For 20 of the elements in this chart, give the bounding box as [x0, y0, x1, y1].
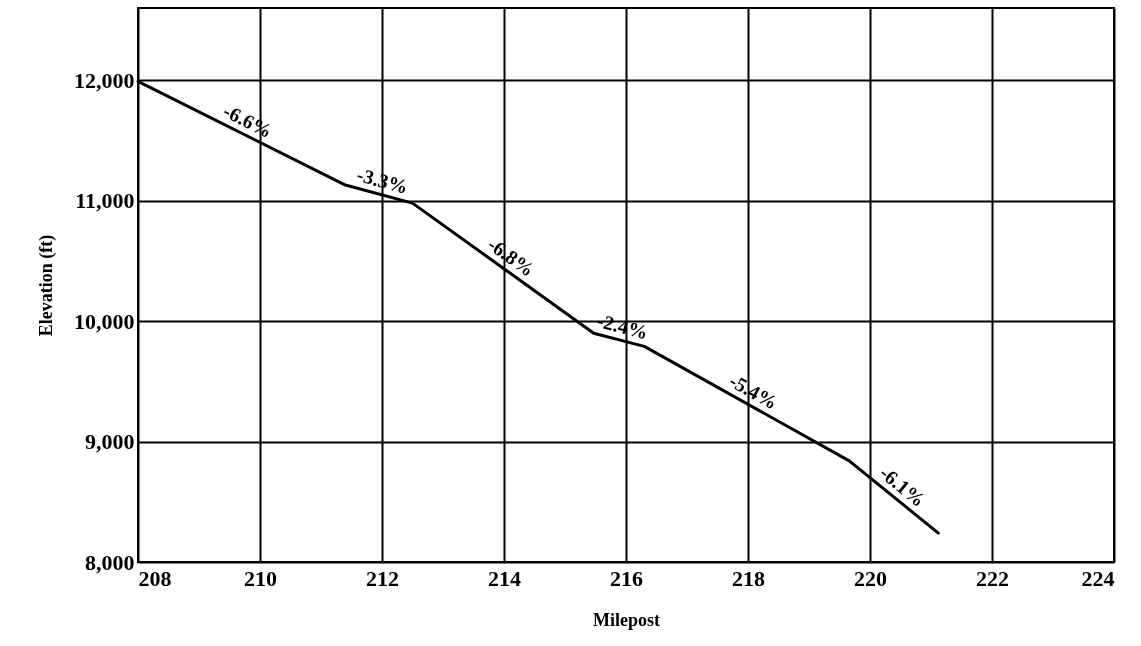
y-tick-label: 8,000: [85, 549, 135, 575]
x-tick-label: 216: [610, 565, 643, 591]
x-tick-label: 224: [1081, 565, 1115, 591]
annotation: -6.8%: [483, 232, 539, 281]
annotation: -5.4%: [725, 369, 782, 414]
y-tick-label: 9,000: [85, 429, 135, 455]
y-tick-label: 11,000: [75, 188, 135, 214]
x-tick-label: 214: [488, 565, 521, 591]
x-tick-label: 212: [366, 565, 399, 591]
x-tick-label: 218: [732, 565, 765, 591]
annotation: -6.6%: [219, 99, 276, 143]
annotation: -3.3%: [354, 163, 411, 198]
x-tick-label: 222: [976, 565, 1009, 591]
y-tick-label: 10,000: [74, 308, 135, 334]
y-tick-label: 12,000: [74, 67, 135, 93]
x-axis-title: Milepost: [593, 609, 660, 630]
x-tick-label: 208: [138, 565, 172, 591]
x-tick-label: 220: [854, 565, 887, 591]
y-axis-title: Elevation (ft): [36, 234, 57, 337]
x-tick-label: 210: [244, 565, 277, 591]
